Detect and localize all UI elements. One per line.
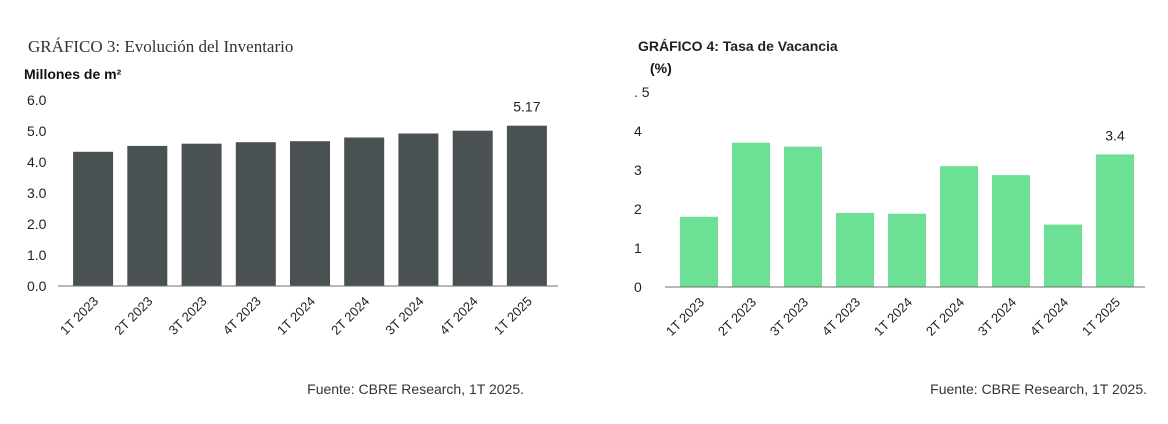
x-tick-label: 1T 2023: [663, 295, 707, 339]
y-tick-label: 0.0: [27, 278, 47, 294]
bar: [181, 143, 222, 286]
x-tick-label: 1T 2024: [274, 294, 318, 338]
x-tick-label: 3T 2024: [382, 294, 426, 338]
y-tick-label: 2.0: [27, 216, 47, 232]
bar: [506, 125, 547, 286]
x-tick-label: 4T 2024: [437, 294, 481, 338]
chart-panel-vacancia: GRÁFICO 4: Tasa de Vacancia (%) 0 1 2 3 4 . 5…: [584, 0, 1168, 424]
x-tick-label: 4T 2023: [819, 295, 863, 339]
x-tick-label: 1T 2023: [57, 294, 101, 338]
bar: [344, 137, 385, 286]
source-note: Fuente: CBRE Research, 1T 2025.: [930, 381, 1147, 397]
y-tick-label: 1: [634, 240, 642, 256]
bar: [888, 213, 926, 287]
y-tick-label: 4: [634, 123, 642, 139]
y-tick-label: 1.0: [27, 247, 47, 263]
x-tick-label: 1T 2024: [871, 295, 915, 339]
bar: [73, 151, 114, 286]
data-label: 5.17: [513, 99, 540, 115]
y-tick-label: 4.0: [27, 154, 47, 170]
bar: [235, 142, 276, 286]
y-tick-label: 0: [634, 279, 642, 295]
chart-title: GRÁFICO 4: Tasa de Vacancia: [638, 38, 838, 54]
x-tick-label: 4T 2024: [1027, 295, 1071, 339]
chart-panel-inventario: GRÁFICO 3: Evolución del Inventario Mill…: [24, 37, 558, 397]
y-tick-label: 3: [634, 162, 642, 178]
y-tick-label: 3.0: [27, 185, 47, 201]
bar: [836, 212, 874, 287]
x-tick-label: 1T 2025: [1079, 295, 1123, 339]
x-tick-label: 2T 2023: [111, 294, 155, 338]
bar: [784, 146, 822, 287]
bar: [398, 133, 439, 286]
y-tick-label: 5.0: [27, 123, 47, 139]
y-tick-label: 2: [634, 201, 642, 217]
x-tick-label: 3T 2023: [166, 294, 210, 338]
x-tick-label: 2T 2024: [328, 294, 372, 338]
chart-title: GRÁFICO 3: Evolución del Inventario: [28, 37, 294, 56]
bar: [680, 216, 718, 287]
y-tick-label: . 5: [634, 84, 650, 100]
x-tick-label: 4T 2023: [220, 294, 264, 338]
bar: [1044, 224, 1082, 287]
source-note: Fuente: CBRE Research, 1T 2025.: [307, 381, 524, 397]
x-tick-label: 3T 2023: [767, 295, 811, 339]
bar-chart-inventario: 0.01.02.03.04.05.06.01T 2023 2T 2023 3T 20…: [27, 92, 558, 338]
x-tick-label: 1T 2025: [491, 294, 535, 338]
x-tick-label: 2T 2024: [923, 295, 967, 339]
data-label: 3.4: [1105, 127, 1125, 143]
x-tick-label: 2T 2023: [715, 295, 759, 339]
bar: [732, 142, 770, 287]
bar: [1096, 154, 1134, 287]
bar: [452, 130, 493, 286]
y-axis-unit-label: (%): [650, 60, 672, 76]
bar: [290, 141, 330, 286]
bar: [940, 166, 978, 287]
y-axis-unit-label: Millones de m²: [24, 66, 122, 82]
bar: [992, 175, 1030, 287]
y-tick-label: 6.0: [27, 92, 47, 108]
bar: [127, 145, 168, 286]
x-tick-label: 3T 2024: [975, 295, 1019, 339]
